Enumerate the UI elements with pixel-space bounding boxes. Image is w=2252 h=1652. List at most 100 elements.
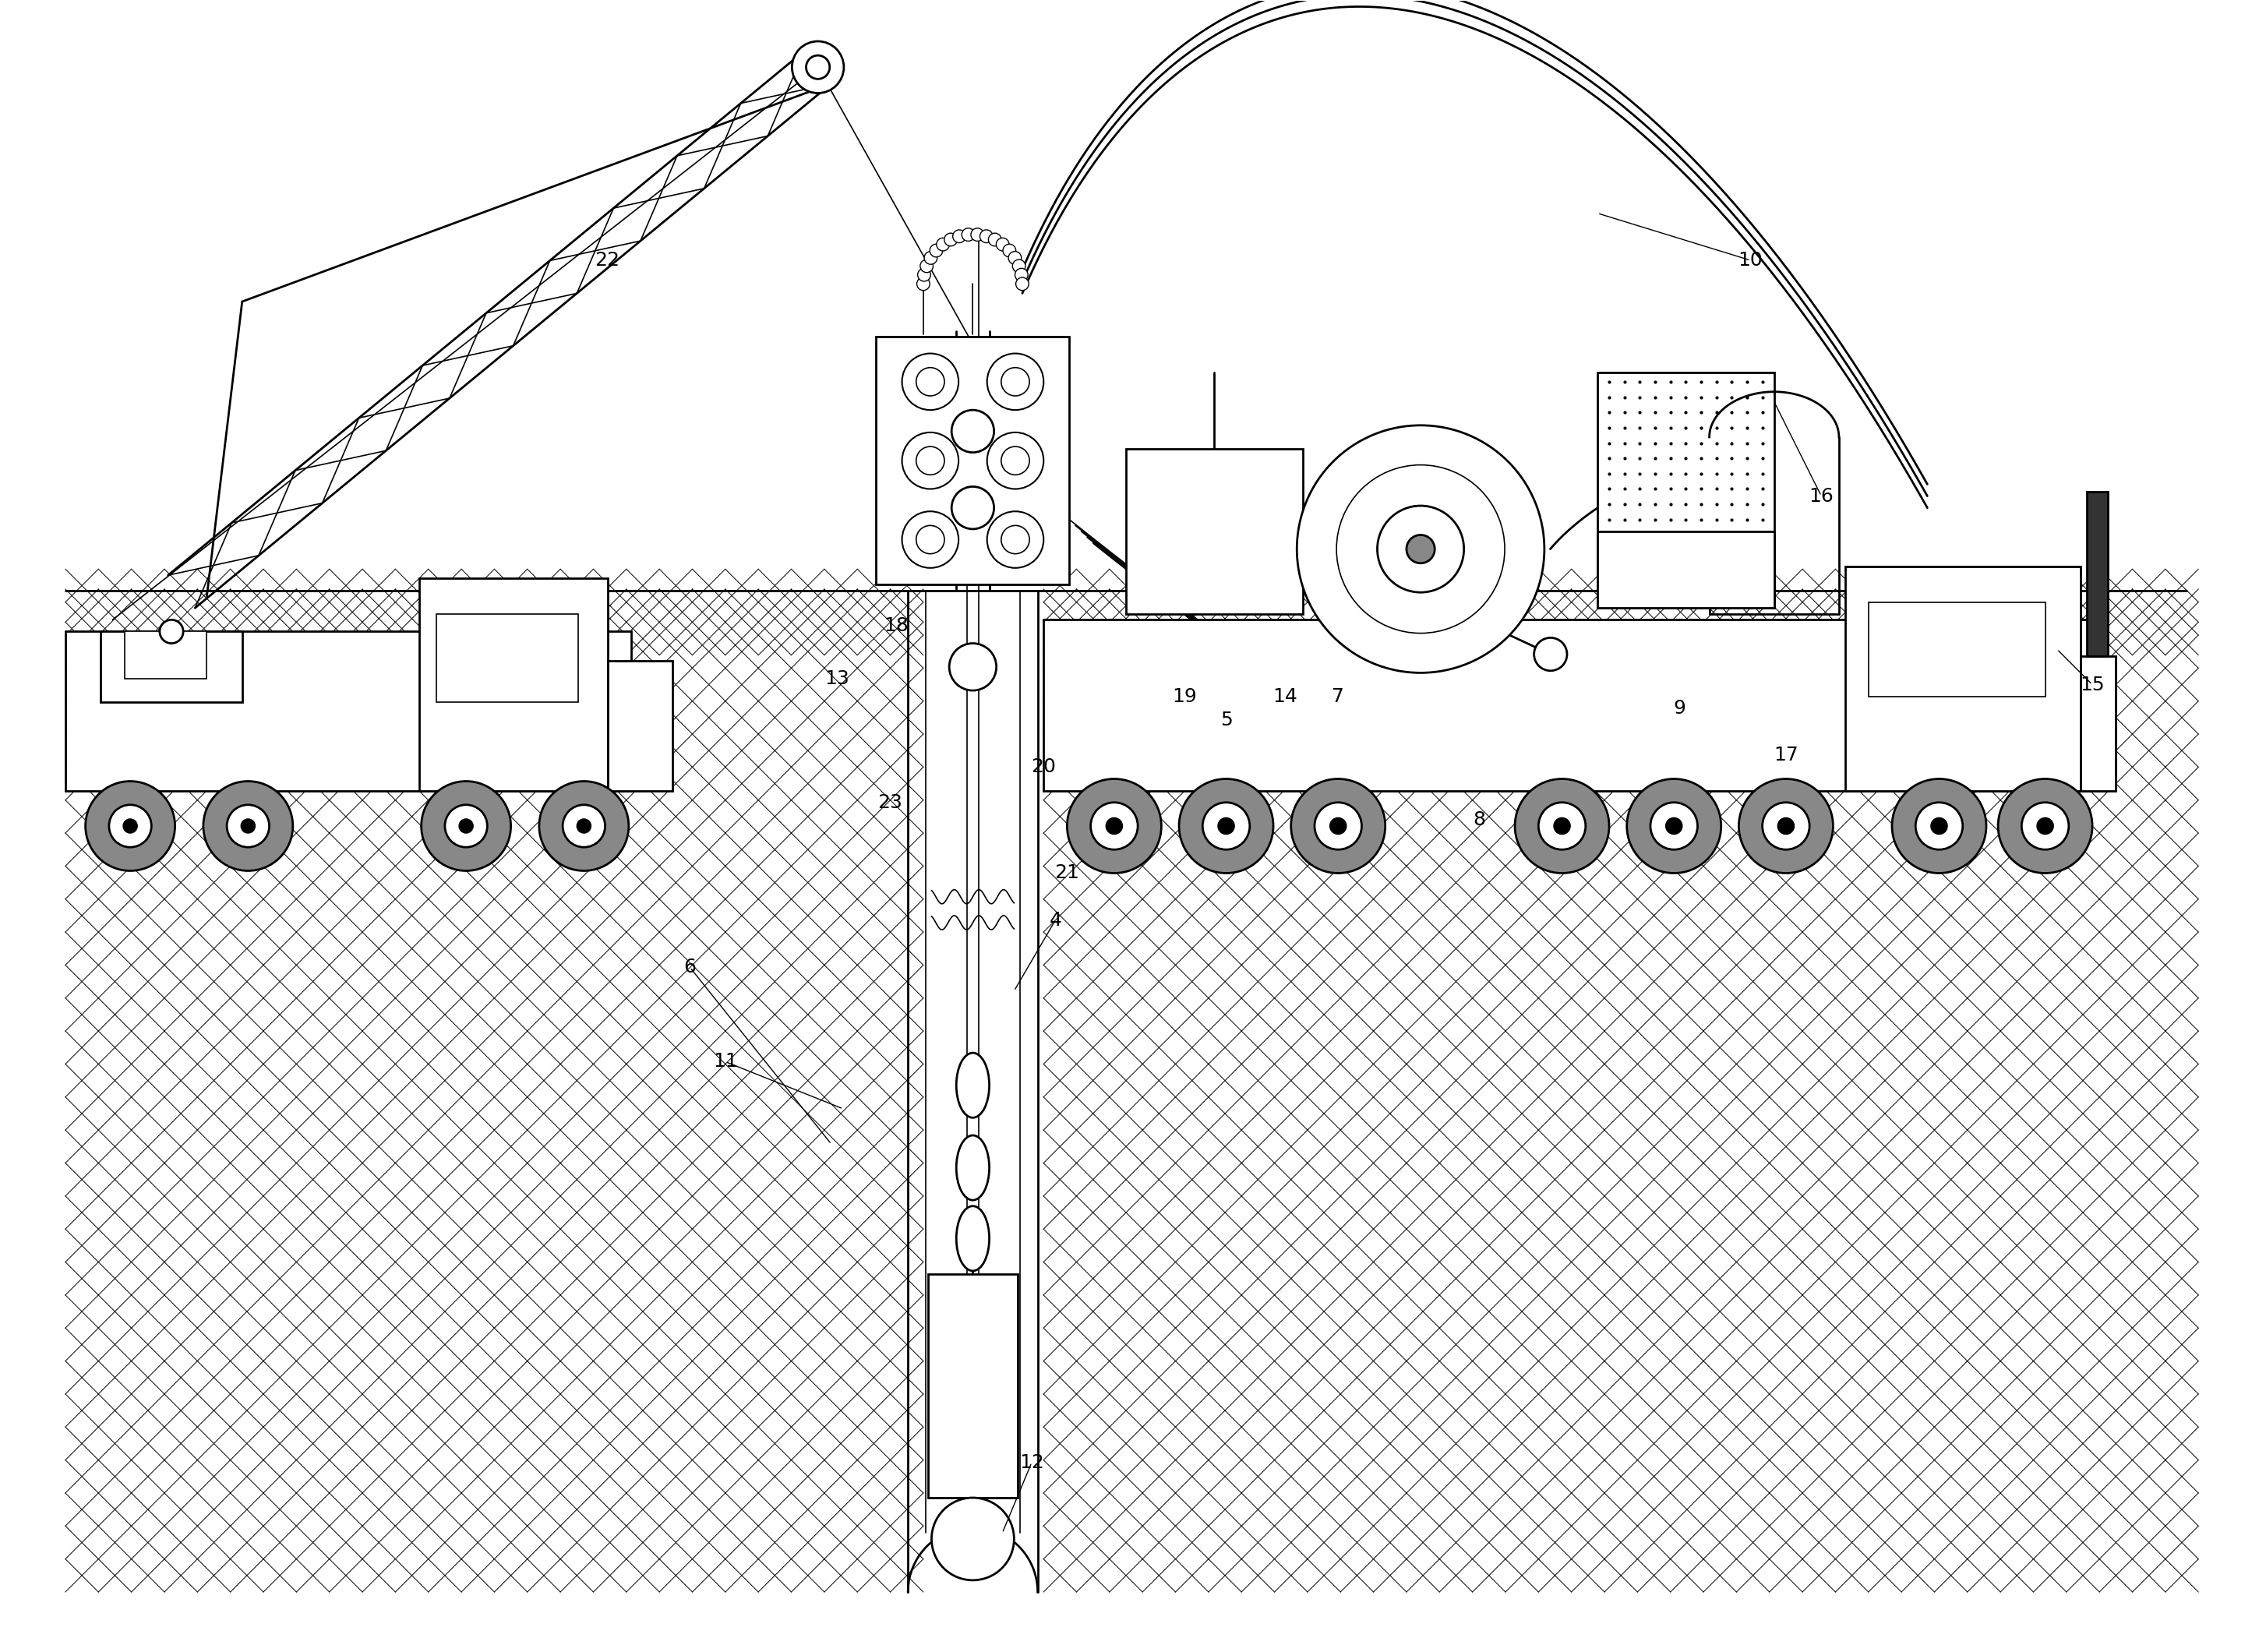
Circle shape [989,233,1002,246]
Text: 14: 14 [1272,687,1297,705]
Text: 7: 7 [1331,687,1344,705]
Circle shape [903,512,959,568]
Circle shape [160,620,182,643]
Circle shape [1315,803,1362,849]
Bar [1126,449,1302,615]
Circle shape [917,525,944,553]
Circle shape [1218,818,1234,834]
Circle shape [1651,803,1698,849]
Circle shape [930,244,944,258]
Circle shape [793,41,844,93]
Text: 15: 15 [2081,676,2106,694]
Circle shape [459,819,473,833]
Text: 21: 21 [1054,864,1079,882]
Bar [101,631,243,702]
Text: 19: 19 [1173,687,1198,705]
Circle shape [986,512,1043,568]
Ellipse shape [957,1206,989,1270]
Text: 11: 11 [714,1052,739,1070]
Circle shape [577,819,590,833]
Circle shape [446,805,486,847]
Circle shape [903,433,959,489]
Bar [1597,532,1775,608]
Bar [1869,601,2045,697]
Circle shape [995,238,1009,251]
Text: 17: 17 [1775,747,1799,765]
Circle shape [1739,778,1833,874]
Circle shape [1516,778,1610,874]
Bar [928,1274,1018,1498]
Circle shape [1763,803,1811,849]
Circle shape [2022,803,2070,849]
Bar [608,661,673,791]
Circle shape [1335,464,1504,633]
Circle shape [1067,778,1162,874]
Circle shape [108,805,151,847]
Text: 12: 12 [1020,1454,1045,1472]
Circle shape [1002,244,1016,258]
Circle shape [921,259,932,273]
Circle shape [124,819,137,833]
Circle shape [1106,818,1121,834]
Circle shape [971,228,984,241]
Bar [1844,567,2081,791]
Circle shape [986,354,1043,410]
Ellipse shape [957,1052,989,1118]
Bar [876,337,1070,585]
Circle shape [421,781,511,871]
Circle shape [1290,778,1385,874]
Circle shape [932,1498,1013,1581]
Circle shape [980,230,993,243]
Text: 9: 9 [1673,699,1687,717]
Circle shape [1930,818,1948,834]
Text: 5: 5 [1221,710,1232,729]
Circle shape [917,268,930,281]
Circle shape [538,781,628,871]
Circle shape [1666,818,1682,834]
Circle shape [1016,268,1027,281]
Bar [2081,656,2117,791]
Circle shape [986,433,1043,489]
Circle shape [1626,778,1721,874]
Circle shape [563,805,606,847]
Text: 4: 4 [1049,910,1061,930]
Circle shape [923,251,937,264]
Circle shape [950,643,995,691]
Bar [124,631,207,679]
Circle shape [1180,778,1272,874]
Text: 6: 6 [685,958,696,976]
Circle shape [917,368,944,396]
Text: 13: 13 [824,669,849,687]
Bar [2085,491,2108,656]
Circle shape [227,805,270,847]
Circle shape [1002,525,1029,553]
Circle shape [241,819,254,833]
Circle shape [1002,368,1029,396]
Text: 20: 20 [1031,758,1056,776]
Circle shape [1534,638,1567,671]
Circle shape [1090,803,1137,849]
Circle shape [2038,818,2054,834]
Text: 8: 8 [1473,811,1486,829]
Circle shape [917,446,944,474]
Circle shape [1538,803,1585,849]
Ellipse shape [957,1135,989,1199]
Bar [419,578,608,791]
Text: 16: 16 [1808,487,1833,506]
Circle shape [1013,259,1025,273]
Bar [1043,620,2103,791]
Circle shape [937,238,950,251]
Text: 10: 10 [1739,251,1763,269]
Circle shape [1297,425,1545,672]
Circle shape [86,781,176,871]
Bar [65,631,631,791]
Circle shape [944,233,957,246]
Circle shape [1998,778,2092,874]
Text: 22: 22 [595,251,619,269]
Text: 18: 18 [883,616,908,634]
Circle shape [806,56,829,79]
Circle shape [903,354,959,410]
Circle shape [953,230,966,243]
Circle shape [953,410,993,453]
Bar [1597,372,1775,608]
